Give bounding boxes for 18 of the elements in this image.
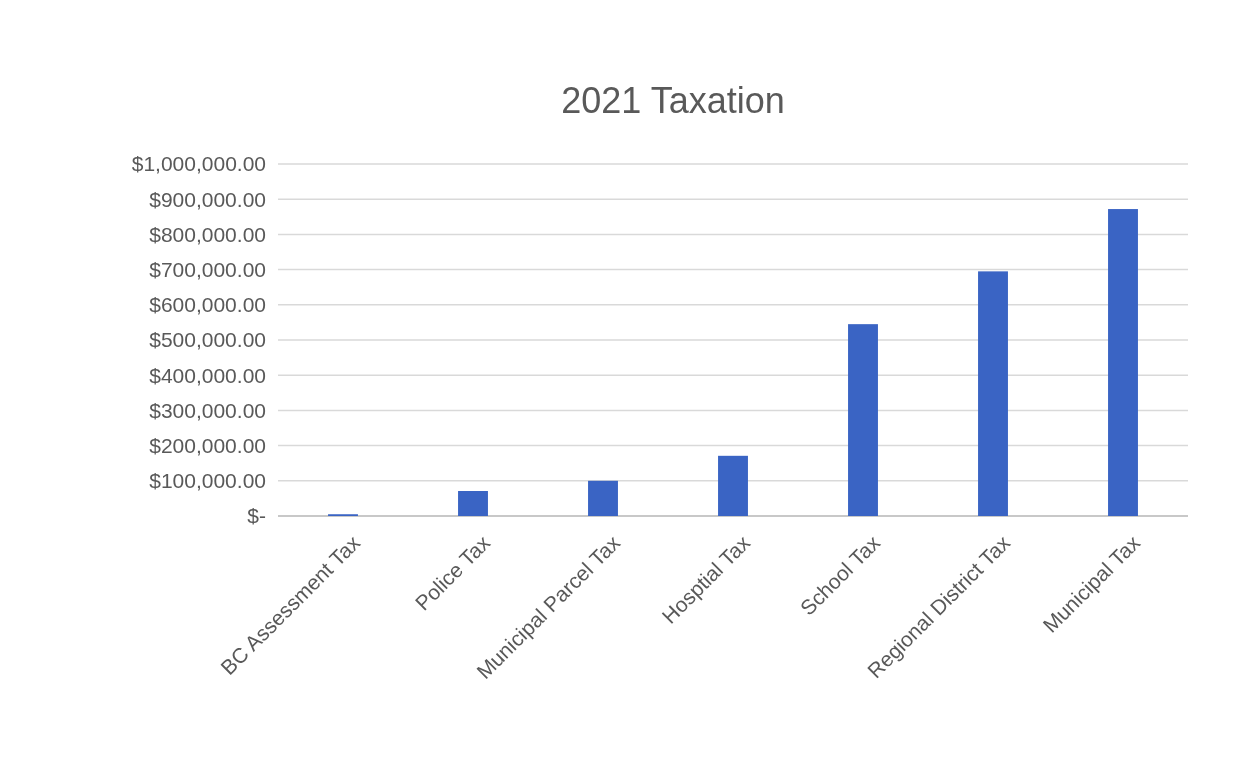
- y-tick-label: $800,000.00: [149, 222, 266, 246]
- bar: [1108, 209, 1138, 516]
- bar: [978, 271, 1008, 516]
- y-tick-label: $300,000.00: [149, 398, 266, 422]
- bar: [718, 455, 748, 516]
- y-tick-label: $900,000.00: [149, 187, 266, 211]
- y-tick-label: $1,000,000.00: [131, 152, 266, 176]
- y-tick-label: $100,000.00: [149, 469, 266, 493]
- bar: [458, 491, 488, 516]
- y-tick-label: $600,000.00: [149, 293, 266, 317]
- y-tick-label: $200,000.00: [149, 433, 266, 457]
- bar: [588, 480, 618, 516]
- y-tick-label: $700,000.00: [149, 257, 266, 281]
- bar: [848, 324, 878, 516]
- chart-title: 2021 Taxation: [561, 80, 785, 121]
- y-tick-label: $400,000.00: [149, 363, 266, 387]
- y-tick-label: $-: [247, 504, 266, 528]
- y-tick-label: $500,000.00: [149, 328, 266, 352]
